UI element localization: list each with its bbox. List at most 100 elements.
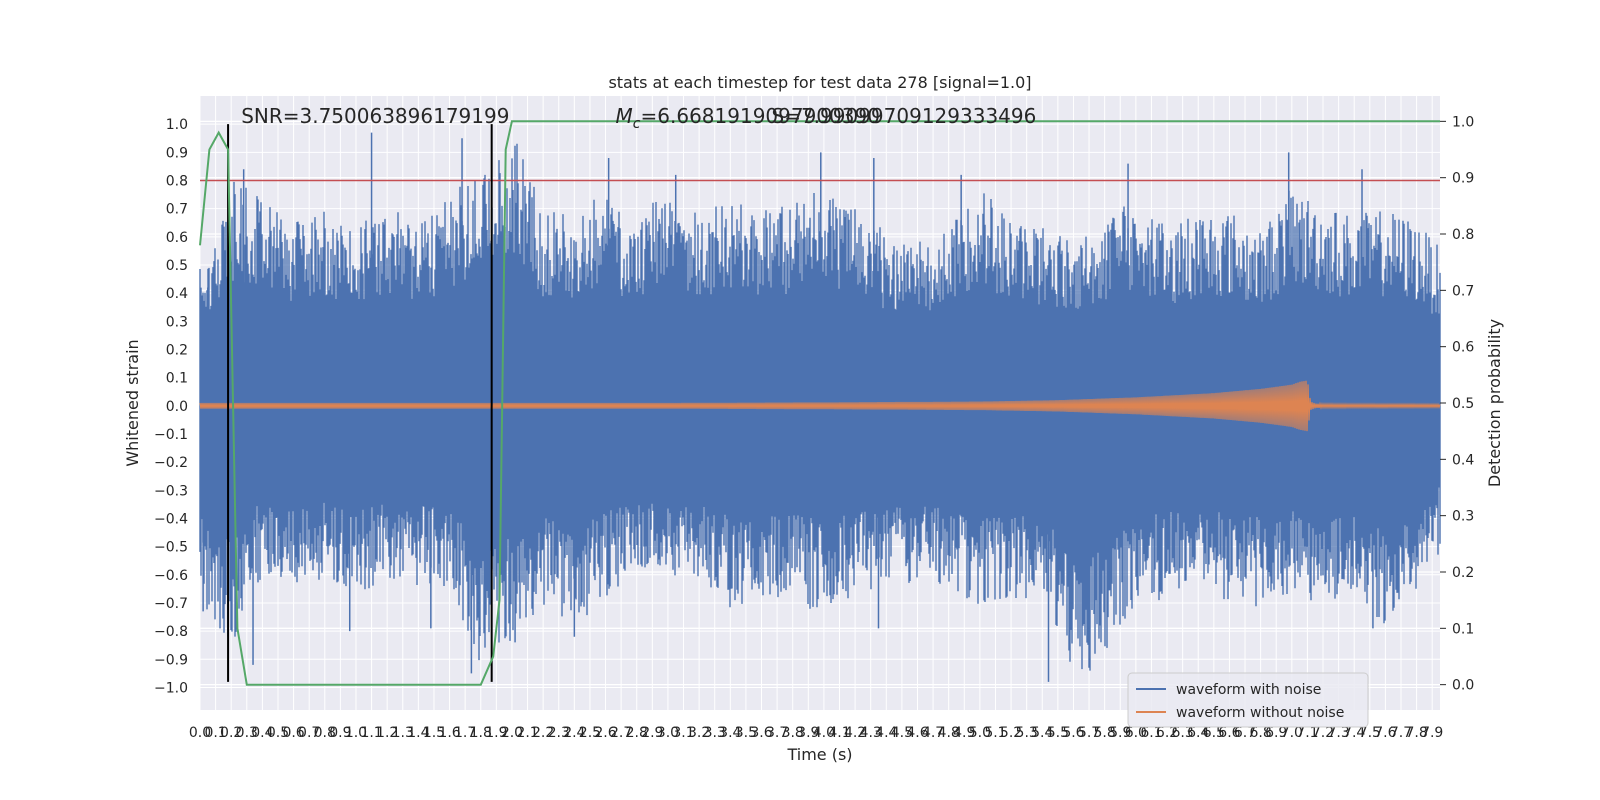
x-tick-label: 0.5 [267,725,289,741]
x-tick-label: 1.2 [376,725,398,741]
x-tick-label: 5.0 [969,725,991,741]
y-tick-label: −0.7 [154,596,188,612]
y2-axis-label: Detection probability [1485,319,1504,487]
y-tick-label: 0.0 [166,399,188,415]
legend-label: waveform without noise [1176,705,1344,721]
x-tick-label: 4.4 [875,725,897,741]
y-tick-label: −0.4 [154,511,188,527]
x-tick-label: 2.1 [516,725,538,741]
x-tick-label: 4.7 [922,725,944,741]
series-waveform-without-noise [199,380,1441,432]
y-tick-label: −0.1 [154,427,188,443]
legend-label: waveform with noise [1176,682,1321,698]
y-tick-label: 0.1 [166,371,188,387]
x-tick-label: 6.6 [1218,725,1240,741]
y-tick-label: 0.5 [166,258,188,274]
y-tick-label: −0.5 [154,540,188,556]
x-tick-label: 7.6 [1374,725,1396,741]
x-tick-label: 2.0 [501,725,523,741]
annotation-subscript: c [633,116,641,132]
x-tick-label: 3.9 [797,725,819,741]
legend-box [1127,672,1369,728]
x-tick-label: 2.6 [594,725,616,741]
x-tick-label: 6.1 [1140,725,1162,741]
x-tick-label: 1.4 [407,725,429,741]
y-tick-layer: 1.0 0.9 0.8 0.7 0.6 0.5 0.4 0.3 0.2 0.1 0.0 −0.1 −0.… [154,117,188,696]
x-tick-label: 7.7 [1390,725,1412,741]
x-tick-label: 7.2 [1312,725,1334,741]
x-tick-label: 5.1 [984,725,1006,741]
x-tick-label: 0.4 [251,725,273,741]
y-tick-label: −0.6 [154,568,188,584]
y2-tick-label: 0.2 [1452,565,1474,581]
x-axis-label: Time (s) [786,745,852,764]
x-tick-label: 6.9 [1265,725,1287,741]
x-tick-label: 0.6 [282,725,304,741]
x-tick-label: 7.5 [1359,725,1381,741]
x-tick-label: 4.9 [953,725,975,741]
y-tick-label: 0.8 [166,173,188,189]
y-tick-label: 0.7 [166,202,188,218]
x-tick-label: 2.5 [579,725,601,741]
y2-tick-label: 0.7 [1452,283,1474,299]
y-tick-label: −0.2 [154,455,188,471]
x-tick-label: 0.9 [329,725,351,741]
x-tick-label: 1.7 [454,725,476,741]
annotation-text: S=7.99099709129333496 [772,104,1037,128]
x-tick-label: 0.2 [220,725,242,741]
annotation-symbol: M [616,104,633,128]
y-tick-label: 0.3 [166,314,188,330]
y-tick-label: −0.8 [154,624,188,640]
x-tick-label: 0.1 [204,725,226,741]
x-tick-label: 3.4 [719,725,741,741]
x-tick-label: 6.3 [1172,725,1194,741]
x-tick-label: 4.1 [828,725,850,741]
y-tick-label: −0.3 [154,483,188,499]
annotation-layer: SNR=3.750063896179199 Mc=6.66819190979003… [241,104,1036,132]
x-tick-label: 3.0 [657,725,679,741]
x-tick-label: 3.1 [672,725,694,741]
x-tick-label: 7.4 [1343,725,1365,741]
x-tick-label: 6.2 [1156,725,1178,741]
x-tick-label: 0.8 [314,725,336,741]
x-tick-label: 6.8 [1249,725,1271,741]
x-tick-layer: 0.00.10.20.30.40.50.60.70.80.91.01.11.21… [189,725,1443,741]
annotation-value: =6.6681919097900390 [641,104,880,128]
annotation-text: SNR=3.750063896179199 [241,104,509,128]
x-tick-label: 1.1 [360,725,382,741]
x-tick-label: 1.5 [423,725,445,741]
x-tick-label: 7.9 [1421,725,1443,741]
x-tick-label: 6.4 [1187,725,1209,741]
x-tick-label: 2.9 [641,725,663,741]
x-tick-label: 5.7 [1078,725,1100,741]
y2-tick-label: 0.0 [1452,678,1474,694]
x-tick-label: 7.0 [1281,725,1303,741]
x-tick-label: 6.5 [1203,725,1225,741]
x-tick-label: 4.2 [844,725,866,741]
x-tick-label: 5.3 [1016,725,1038,741]
y2-tick-label: 0.8 [1452,227,1474,243]
y-tick-label: 1.0 [166,117,188,133]
x-tick-label: 3.7 [766,725,788,741]
y-tick-label: 0.9 [166,145,188,161]
x-tick-label: 5.4 [1031,725,1053,741]
x-tick-label: 4.6 [906,725,928,741]
x-tick-label: 3.2 [688,725,710,741]
y-tick-label: −0.9 [154,652,188,668]
x-tick-label: 3.5 [735,725,757,741]
series-detection-probability [199,120,1440,686]
x-tick-label: 3.8 [782,725,804,741]
x-tick-label: 0.3 [236,725,258,741]
x-tick-label: 1.9 [485,725,507,741]
y-tick-label: 0.4 [166,286,188,302]
x-tick-label: 4.5 [891,725,913,741]
x-tick-label: 1.8 [470,725,492,741]
y-tick-label: 0.6 [166,230,188,246]
x-tick-label: 6.0 [1125,725,1147,741]
y2-tick-label: 0.9 [1452,171,1474,187]
data-layer [199,120,1441,686]
y2-tick-layer: 1.0 0.9 0.8 0.7 0.6 0.5 0.4 0.3 0.2 0.1 0.0 [1440,114,1474,694]
x-tick-label: 1.6 [438,725,460,741]
